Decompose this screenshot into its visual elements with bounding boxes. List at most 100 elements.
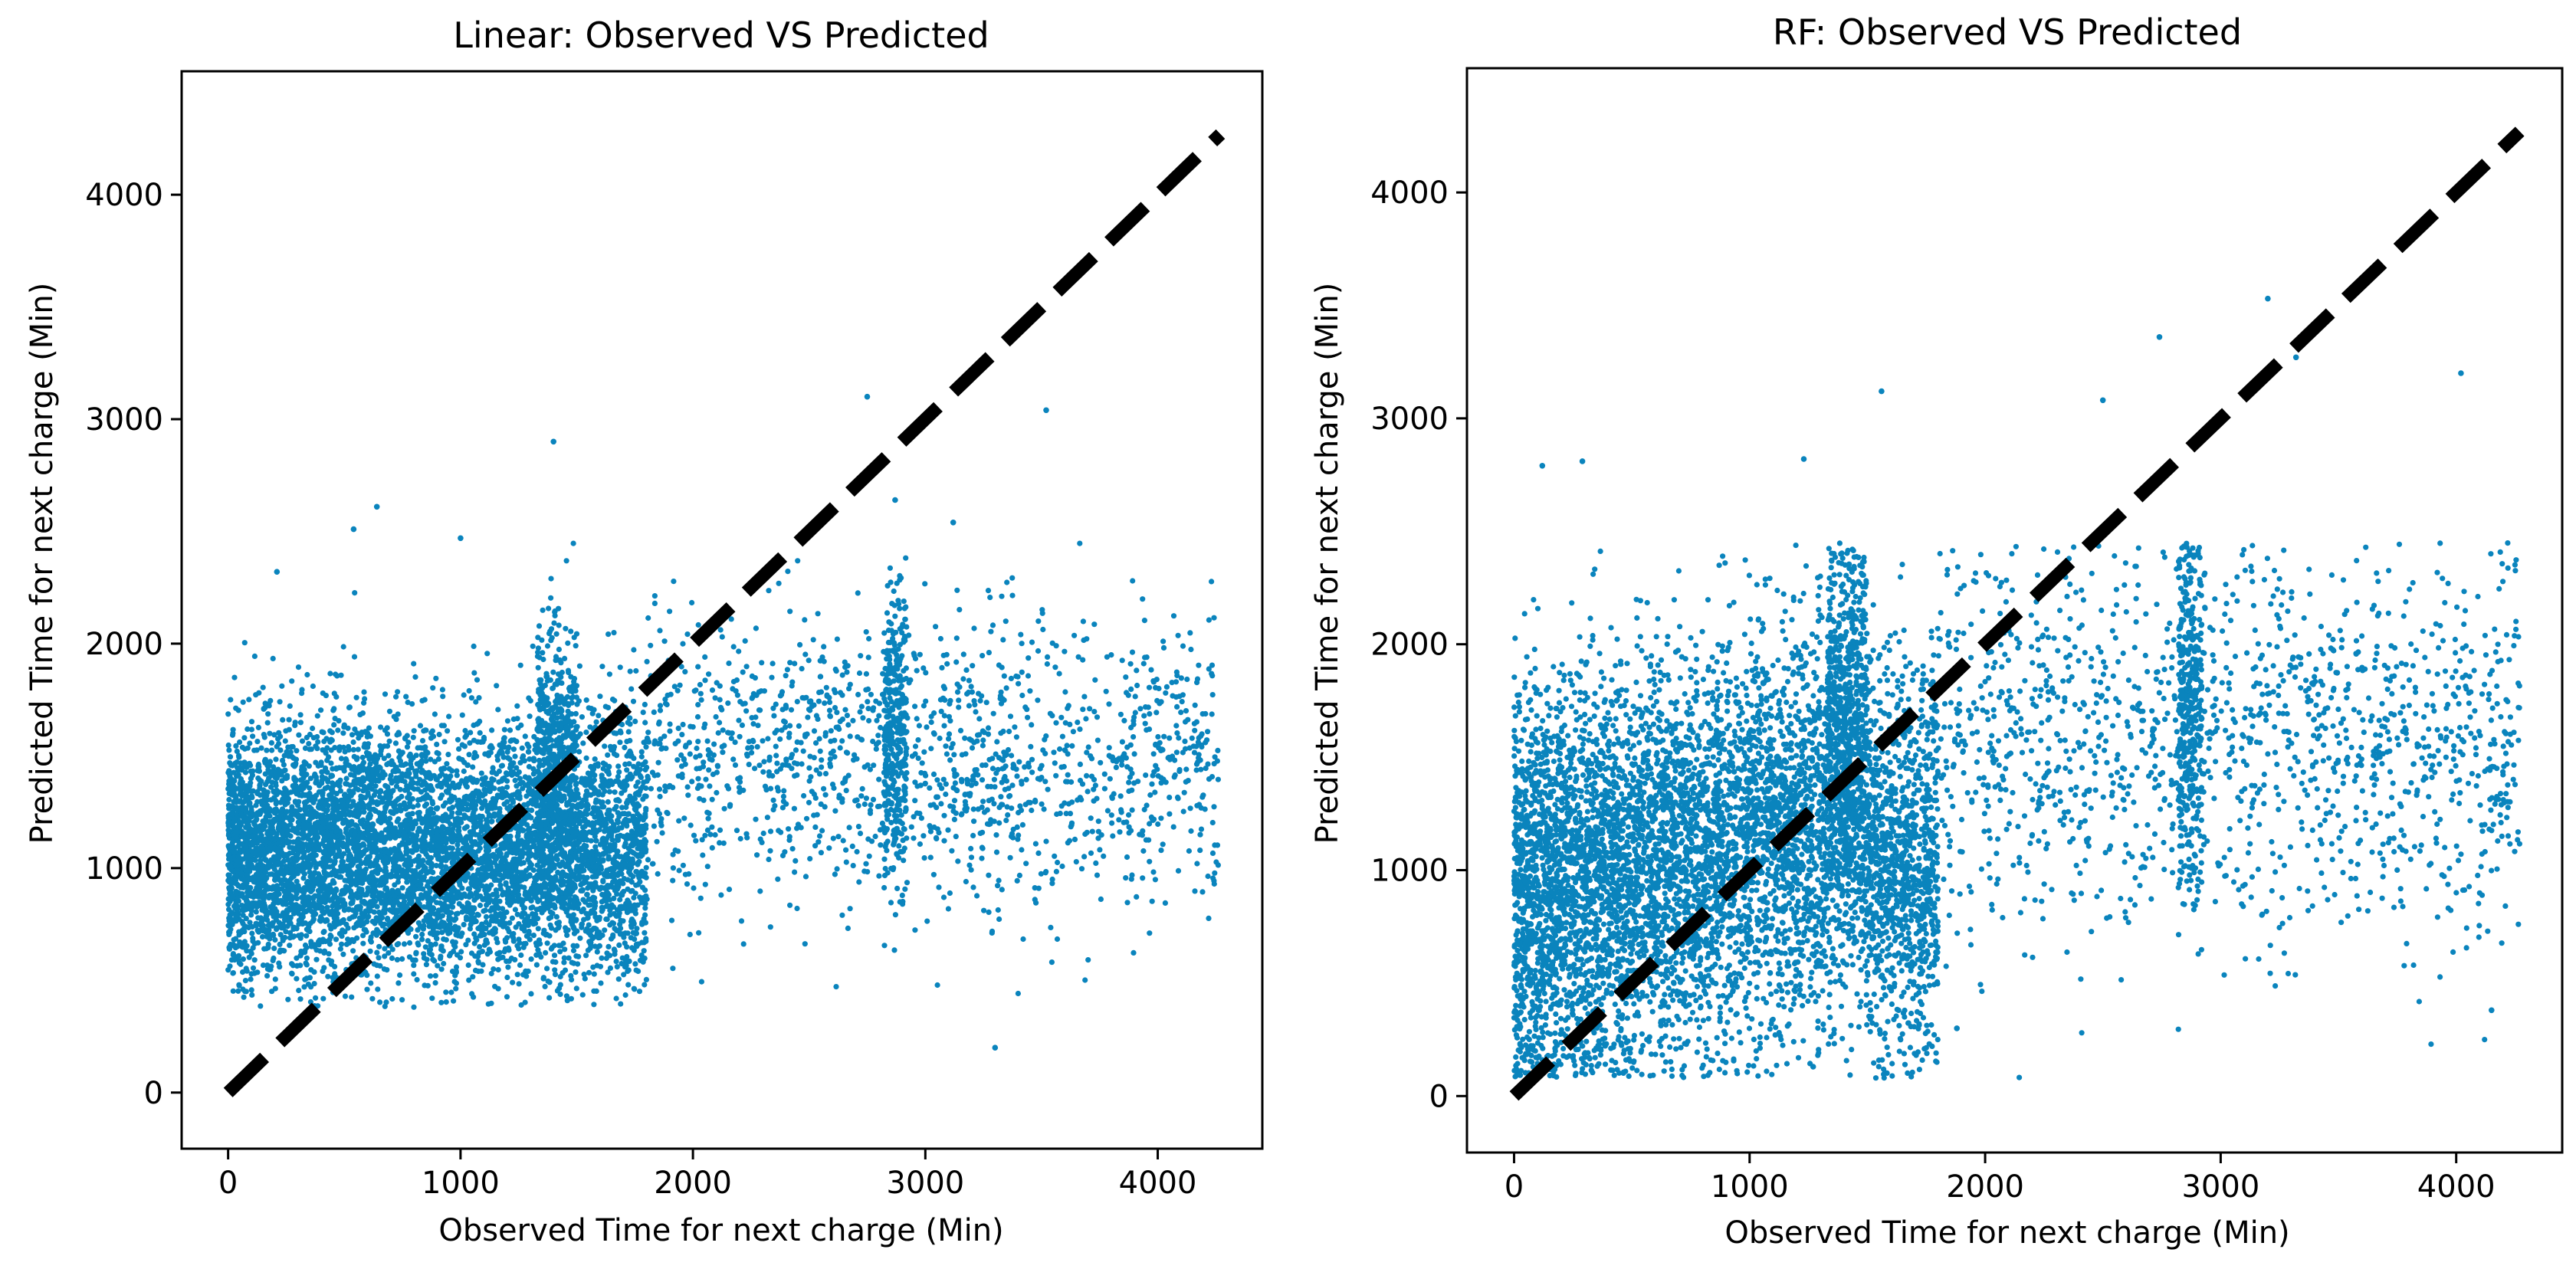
data-point bbox=[495, 966, 501, 973]
data-point bbox=[272, 976, 278, 982]
data-point bbox=[255, 724, 261, 731]
data-point bbox=[592, 756, 598, 762]
data-point bbox=[304, 955, 310, 961]
chart-title: Linear: Observed VS Predicted bbox=[453, 15, 989, 56]
data-point bbox=[304, 933, 310, 939]
data-point bbox=[251, 820, 257, 826]
data-point bbox=[486, 812, 492, 818]
data-point bbox=[533, 802, 540, 808]
data-point bbox=[329, 730, 335, 736]
data-point bbox=[393, 694, 399, 700]
data-point bbox=[517, 962, 523, 968]
data-point bbox=[350, 948, 356, 954]
data-point bbox=[369, 849, 375, 855]
data-point bbox=[497, 882, 504, 888]
data-point bbox=[328, 961, 334, 967]
data-point bbox=[340, 730, 346, 736]
data-point bbox=[248, 976, 254, 982]
data-point bbox=[423, 727, 429, 733]
data-point bbox=[333, 671, 339, 677]
data-point bbox=[505, 964, 511, 970]
data-point bbox=[374, 973, 380, 979]
data-point bbox=[553, 913, 560, 920]
data-point bbox=[530, 643, 536, 649]
data-point bbox=[628, 686, 635, 692]
data-point bbox=[251, 957, 258, 963]
data-point bbox=[439, 687, 446, 693]
data-point bbox=[614, 883, 620, 889]
data-point bbox=[406, 939, 413, 946]
data-point bbox=[407, 761, 414, 767]
data-point bbox=[273, 801, 279, 807]
data-point bbox=[459, 742, 465, 748]
data-point bbox=[605, 874, 612, 880]
data-point bbox=[399, 885, 405, 891]
data-point bbox=[273, 782, 279, 789]
data-point bbox=[436, 731, 442, 738]
data-point bbox=[395, 689, 401, 695]
data-point bbox=[335, 727, 341, 733]
data-point bbox=[624, 767, 630, 773]
data-point bbox=[472, 967, 479, 973]
data-point bbox=[628, 924, 635, 930]
data-point bbox=[483, 937, 489, 943]
data-point bbox=[625, 968, 631, 974]
data-point bbox=[228, 926, 234, 933]
data-point bbox=[494, 936, 500, 942]
data-point bbox=[454, 736, 461, 743]
data-point bbox=[414, 976, 420, 983]
data-point bbox=[310, 683, 316, 690]
data-point bbox=[333, 936, 340, 943]
data-point bbox=[517, 662, 523, 668]
data-point bbox=[252, 857, 258, 864]
data-point bbox=[349, 766, 355, 772]
data-point bbox=[399, 956, 405, 962]
data-point bbox=[234, 748, 240, 755]
data-point bbox=[526, 749, 532, 755]
data-point bbox=[602, 743, 608, 749]
data-point bbox=[320, 995, 327, 1002]
data-point bbox=[251, 970, 258, 976]
data-point bbox=[395, 816, 402, 822]
data-point bbox=[331, 722, 337, 728]
data-point bbox=[438, 857, 444, 863]
data-point bbox=[311, 981, 317, 987]
data-point bbox=[260, 684, 266, 690]
data-point bbox=[484, 651, 491, 657]
data-point bbox=[330, 801, 336, 807]
data-point bbox=[294, 955, 300, 961]
data-point bbox=[249, 992, 255, 998]
data-point bbox=[622, 818, 628, 824]
data-point bbox=[510, 979, 516, 985]
data-point bbox=[321, 949, 327, 956]
data-point bbox=[514, 783, 520, 789]
data-point bbox=[514, 703, 520, 709]
data-point bbox=[635, 845, 641, 851]
data-point bbox=[488, 882, 494, 888]
data-point bbox=[295, 664, 302, 671]
data-point bbox=[514, 972, 520, 978]
data-point bbox=[438, 907, 444, 913]
data-point bbox=[340, 644, 346, 650]
data-point bbox=[631, 985, 637, 992]
data-point bbox=[611, 751, 618, 757]
data-point bbox=[619, 960, 625, 967]
data-point bbox=[429, 995, 435, 1002]
data-point bbox=[483, 913, 490, 920]
data-point bbox=[231, 769, 237, 776]
data-point bbox=[231, 936, 237, 943]
data-point bbox=[386, 753, 392, 759]
data-point bbox=[584, 891, 590, 898]
data-point bbox=[609, 697, 616, 703]
data-point bbox=[576, 749, 582, 755]
data-point bbox=[591, 1002, 597, 1008]
data-point bbox=[592, 844, 599, 850]
data-point bbox=[355, 746, 361, 753]
data-point bbox=[475, 912, 481, 918]
data-point bbox=[501, 726, 508, 733]
data-point bbox=[339, 765, 345, 771]
data-point bbox=[528, 991, 534, 997]
data-point bbox=[484, 902, 490, 908]
data-point bbox=[461, 768, 467, 775]
data-point bbox=[281, 858, 287, 864]
